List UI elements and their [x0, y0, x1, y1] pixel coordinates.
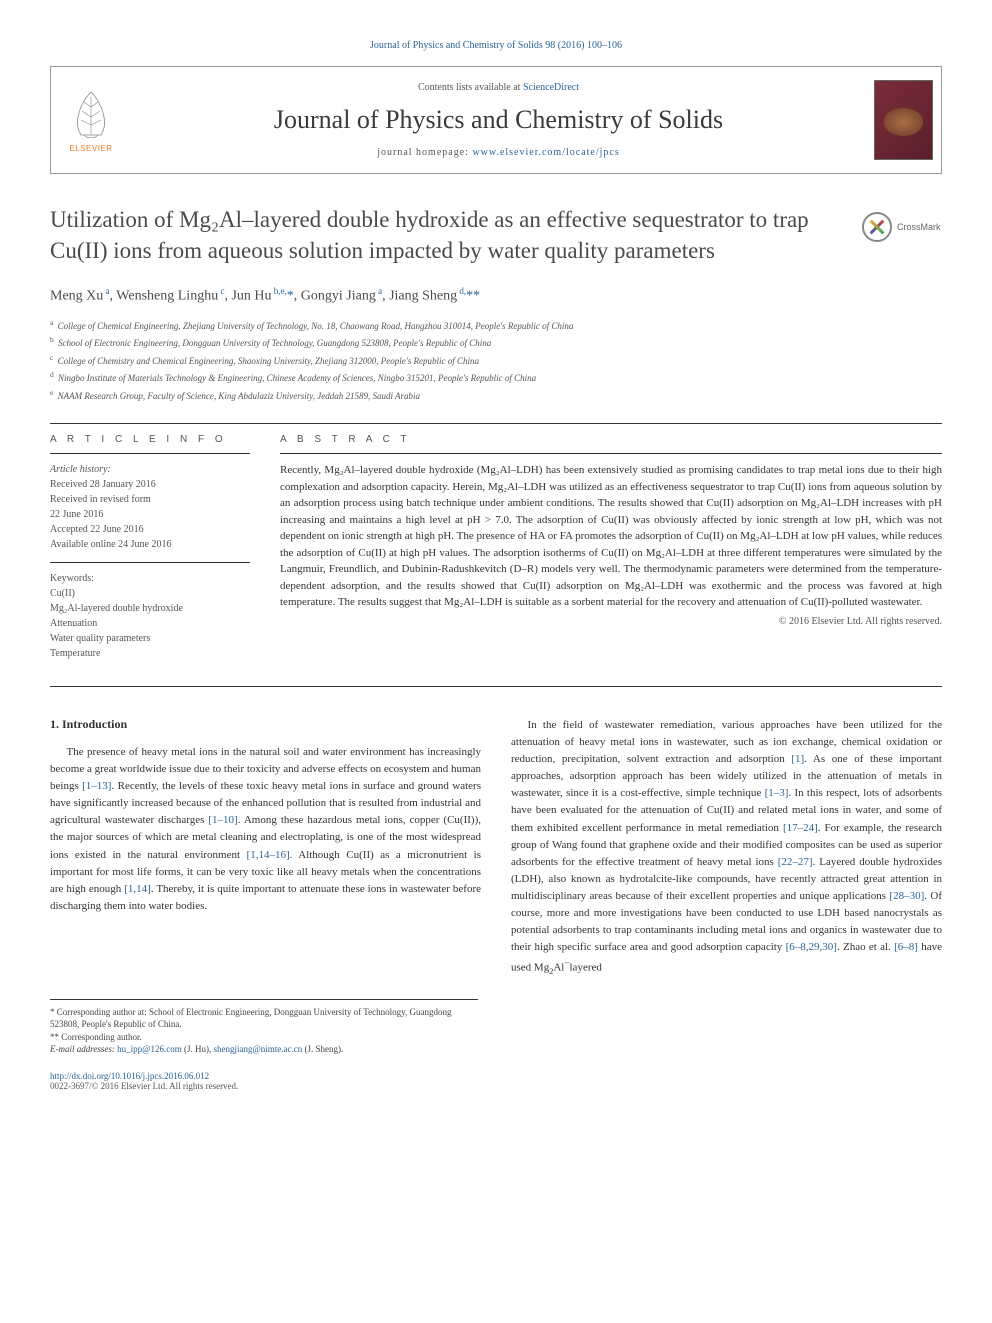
affiliation-item: d Ningbo Institute of Materials Technolo…: [50, 369, 942, 386]
keyword: Water quality parameters: [50, 631, 250, 646]
publisher-logo: ELSEVIER: [51, 67, 131, 173]
history-line: Received in revised form: [50, 492, 250, 507]
affil-sup: a: [376, 286, 382, 296]
crossmark-badge[interactable]: CrossMark: [862, 209, 942, 244]
corr-author-note: * Corresponding author at: School of Ele…: [50, 1006, 478, 1031]
email-link[interactable]: shengjiang@nimte.ac.cn: [213, 1044, 302, 1054]
article-history: Article history: Received 28 January 201…: [50, 453, 250, 552]
citation-link[interactable]: [1–3]: [765, 787, 789, 799]
abstract-column: A B S T R A C T Recently, Mg₂Al–layered …: [280, 424, 942, 661]
history-line: Accepted 22 June 2016: [50, 522, 250, 537]
abstract-copyright: © 2016 Elsevier Ltd. All rights reserved…: [280, 616, 942, 627]
article-info-column: A R T I C L E I N F O Article history: R…: [50, 424, 250, 661]
citation-link[interactable]: [17–24]: [783, 822, 818, 834]
crossmark-label: CrossMark: [897, 222, 941, 232]
citation-link[interactable]: [1–10]: [208, 814, 237, 826]
citation-link[interactable]: [28–30]: [889, 890, 924, 902]
keyword: Attenuation: [50, 616, 250, 631]
affil-sup: a: [103, 286, 109, 296]
issn-copyright: 0022-3697/© 2016 Elsevier Ltd. All right…: [50, 1081, 238, 1091]
citation-link[interactable]: [1,14–16]: [247, 849, 290, 861]
corr-author-note: ** Corresponding author.: [50, 1031, 478, 1044]
keyword: Mg₂Al-layered double hydroxide: [50, 601, 250, 616]
affiliations: a College of Chemical Engineering, Zheji…: [50, 317, 942, 404]
homepage-link[interactable]: www.elsevier.com/locate/jpcs: [472, 147, 619, 158]
citation-link[interactable]: [1]: [791, 753, 804, 765]
citation-link[interactable]: [6–8,29,30]: [786, 941, 837, 953]
body-paragraph: In the field of wastewater remediation, …: [511, 717, 942, 978]
email-line: E-mail addresses: hu_ipp@126.com (J. Hu)…: [50, 1043, 478, 1056]
affil-sup: b,e,: [272, 286, 287, 296]
section-heading: 1. Introduction: [50, 717, 481, 732]
sciencedirect-link[interactable]: ScienceDirect: [523, 82, 579, 93]
divider: [50, 686, 942, 687]
footnotes: * Corresponding author at: School of Ele…: [50, 999, 478, 1056]
citation-link[interactable]: [6–8]: [894, 941, 918, 953]
history-line: Available online 24 June 2016: [50, 537, 250, 552]
doi-link[interactable]: http://dx.doi.org/10.1016/j.jpcs.2016.06…: [50, 1071, 209, 1081]
right-column: In the field of wastewater remediation, …: [511, 717, 942, 978]
abstract-heading: A B S T R A C T: [280, 424, 942, 453]
crossmark-icon: [862, 212, 892, 242]
article-info-heading: A R T I C L E I N F O: [50, 424, 250, 453]
article-title: Utilization of Mg₂Al–layered double hydr…: [50, 204, 942, 266]
affiliation-item: c College of Chemistry and Chemical Engi…: [50, 352, 942, 369]
author-list: Meng Xu a, Wensheng Linghu c, Jun Hu b,e…: [50, 286, 942, 305]
email-link[interactable]: hu_ipp@126.com: [117, 1044, 182, 1054]
affil-sup: c: [218, 286, 224, 296]
affiliation-item: e NAAM Research Group, Faculty of Scienc…: [50, 387, 942, 404]
affiliation-item: b School of Electronic Engineering, Dong…: [50, 334, 942, 351]
journal-title: Journal of Physics and Chemistry of Soli…: [141, 105, 856, 135]
running-head: Journal of Physics and Chemistry of Soli…: [50, 40, 942, 51]
affil-sup: d,: [457, 286, 466, 296]
journal-homepage: journal homepage: www.elsevier.com/locat…: [141, 147, 856, 158]
abstract-text: Recently, Mg₂Al–layered double hydroxide…: [280, 453, 942, 611]
contents-available: Contents lists available at ScienceDirec…: [141, 82, 856, 93]
citation-link[interactable]: [1,14]: [124, 883, 151, 895]
keywords-block: Keywords: Cu(II) Mg₂Al-layered double hy…: [50, 562, 250, 661]
journal-cover: [866, 67, 941, 173]
body-paragraph: The presence of heavy metal ions in the …: [50, 744, 481, 914]
citation-link[interactable]: [22–27]: [778, 856, 813, 868]
journal-header: ELSEVIER Contents lists available at Sci…: [50, 66, 942, 174]
publisher-name: ELSEVIER: [69, 144, 112, 153]
citation-link[interactable]: [1–13]: [82, 780, 111, 792]
elsevier-tree-icon: [66, 87, 116, 142]
cover-thumbnail: [874, 80, 933, 160]
corr-mark: *: [287, 289, 294, 304]
keyword: Cu(II): [50, 586, 250, 601]
history-line: Received 28 January 2016: [50, 477, 250, 492]
corr-mark: **: [466, 289, 480, 304]
affiliation-item: a College of Chemical Engineering, Zheji…: [50, 317, 942, 334]
keyword: Temperature: [50, 646, 250, 661]
history-line: 22 June 2016: [50, 507, 250, 522]
left-column: 1. Introduction The presence of heavy me…: [50, 717, 481, 978]
page-footer: http://dx.doi.org/10.1016/j.jpcs.2016.06…: [50, 1071, 942, 1091]
